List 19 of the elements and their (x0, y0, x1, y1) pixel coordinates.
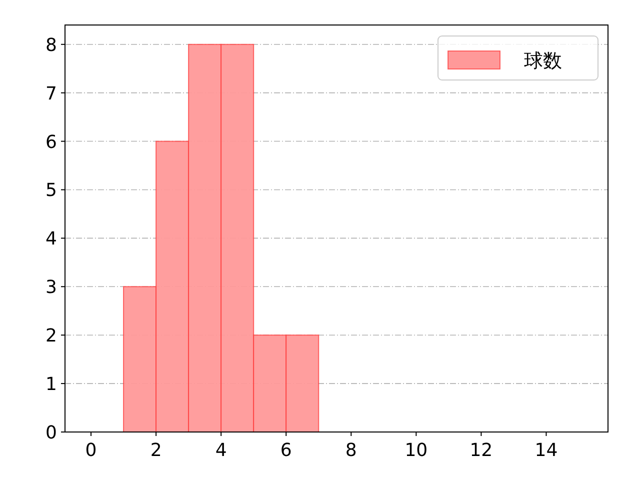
y-tick-label: 0 (46, 422, 57, 444)
x-tick-label: 2 (150, 440, 162, 461)
legend-label: 球数 (524, 50, 562, 72)
y-tick-label: 1 (46, 374, 57, 396)
y-tick-label: 5 (46, 180, 57, 202)
x-tick-label: 10 (404, 440, 428, 461)
x-tick-label: 14 (534, 440, 558, 461)
x-tick-label: 6 (280, 440, 292, 461)
x-tick-label: 12 (470, 440, 493, 461)
legend: 球数 (438, 36, 598, 80)
y-tick-label: 8 (46, 34, 57, 56)
y-tick-label: 4 (46, 228, 57, 250)
x-tick-label: 0 (85, 440, 97, 461)
x-tick-label: 4 (215, 440, 227, 461)
x-tick-label: 8 (345, 440, 357, 461)
y-tick-label: 6 (46, 132, 57, 153)
y-tick-label: 2 (46, 326, 57, 347)
y-tick-label: 3 (46, 277, 57, 298)
y-tick-label: 7 (46, 83, 57, 104)
